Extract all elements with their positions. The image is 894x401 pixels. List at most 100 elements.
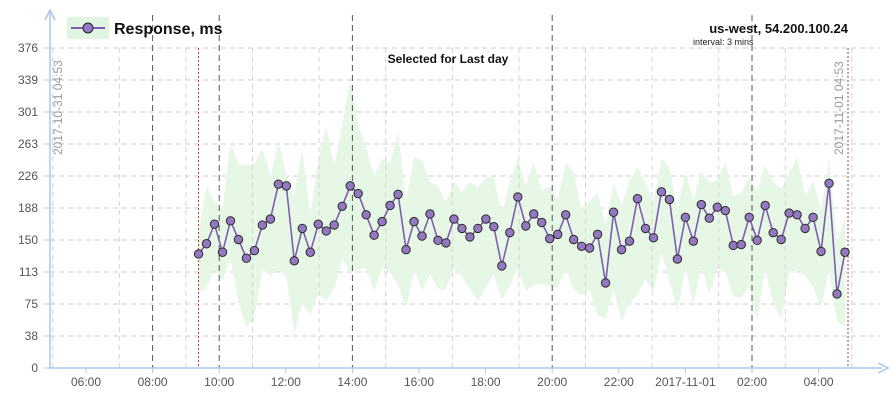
data-point[interactable] (449, 214, 459, 224)
data-point[interactable] (225, 216, 236, 226)
data-point[interactable] (393, 189, 403, 200)
data-point[interactable] (672, 254, 683, 264)
data-point[interactable] (193, 249, 204, 259)
data-point[interactable] (664, 194, 675, 205)
y-axis-arrow-icon (44, 8, 56, 21)
data-point[interactable] (552, 229, 563, 240)
data-point[interactable] (289, 256, 300, 266)
data-point[interactable] (497, 261, 507, 271)
data-point[interactable] (696, 199, 707, 210)
data-point[interactable] (377, 216, 387, 227)
data-point[interactable] (417, 231, 427, 241)
data-point[interactable] (209, 219, 220, 229)
data-point[interactable] (345, 181, 355, 191)
data-point[interactable] (465, 232, 475, 242)
data-point[interactable] (385, 200, 395, 211)
data-point[interactable] (784, 208, 794, 218)
data-point[interactable] (824, 178, 834, 189)
y-tick-label: 226 (18, 169, 38, 183)
x-axis-arrow-icon (877, 362, 890, 374)
data-point[interactable] (537, 217, 547, 228)
legend[interactable]: Response, ms (67, 17, 223, 39)
data-point[interactable] (489, 222, 499, 232)
data-point[interactable] (768, 227, 778, 238)
data-point[interactable] (728, 240, 738, 251)
data-point[interactable] (433, 235, 443, 246)
data-point[interactable] (425, 209, 435, 219)
x-tick-label: 04:00 (804, 375, 834, 389)
data-point[interactable] (521, 221, 531, 231)
range-start-label: 2017-10-31 04:53 (51, 60, 65, 155)
x-tick-label: 12:00 (271, 375, 301, 389)
data-point[interactable] (281, 181, 292, 191)
data-point[interactable] (776, 234, 786, 245)
data-point[interactable] (752, 235, 762, 246)
data-point[interactable] (369, 230, 379, 240)
data-point[interactable] (473, 223, 483, 234)
data-point[interactable] (640, 223, 651, 234)
data-point[interactable] (457, 223, 467, 234)
data-point[interactable] (736, 239, 746, 250)
data-point[interactable] (409, 216, 419, 227)
data-point[interactable] (584, 243, 595, 253)
data-point[interactable] (505, 227, 515, 238)
data-point[interactable] (840, 247, 850, 257)
y-tick-label: 38 (25, 329, 39, 343)
data-point[interactable] (792, 210, 802, 220)
data-point[interactable] (401, 245, 411, 255)
data-point[interactable] (712, 202, 723, 212)
data-point[interactable] (313, 219, 323, 229)
y-tick-label: 188 (18, 201, 38, 215)
data-point[interactable] (760, 200, 770, 211)
x-tick-label: 14:00 (337, 375, 367, 389)
data-point[interactable] (249, 245, 260, 256)
x-tick-label: 22:00 (604, 375, 634, 389)
data-point[interactable] (632, 193, 643, 204)
data-point[interactable] (592, 229, 603, 240)
data-point[interactable] (704, 213, 715, 223)
data-point[interactable] (688, 236, 699, 246)
data-point[interactable] (353, 188, 363, 199)
data-point[interactable] (576, 241, 587, 251)
data-point[interactable] (800, 223, 810, 234)
data-point[interactable] (608, 207, 619, 217)
data-point[interactable] (832, 289, 842, 299)
data-point[interactable] (329, 220, 339, 230)
x-tick-label: 20:00 (537, 375, 567, 389)
data-point[interactable] (217, 247, 228, 257)
data-point[interactable] (648, 233, 659, 243)
data-point[interactable] (545, 233, 555, 244)
data-point[interactable] (361, 210, 371, 220)
interval-label: interval: 3 mins (693, 37, 754, 47)
data-point[interactable] (624, 236, 635, 246)
data-point[interactable] (513, 192, 523, 202)
data-point[interactable] (265, 214, 276, 224)
data-point[interactable] (273, 179, 284, 189)
data-point[interactable] (568, 234, 579, 245)
response-range-band (198, 80, 846, 334)
data-point[interactable] (744, 212, 754, 223)
legend-label: Response, ms (114, 21, 223, 38)
data-point[interactable] (808, 212, 818, 223)
data-point[interactable] (560, 210, 571, 220)
y-tick-label: 113 (19, 265, 38, 279)
data-point[interactable] (201, 239, 212, 249)
data-point[interactable] (816, 246, 826, 257)
data-point[interactable] (337, 201, 347, 211)
data-point[interactable] (616, 245, 627, 255)
data-point[interactable] (529, 209, 539, 219)
data-point[interactable] (321, 226, 331, 236)
data-point[interactable] (233, 234, 244, 245)
data-point[interactable] (600, 278, 611, 288)
data-point[interactable] (257, 220, 268, 230)
data-point[interactable] (720, 205, 730, 216)
data-point[interactable] (305, 247, 315, 257)
data-point[interactable] (481, 214, 491, 224)
data-point[interactable] (680, 212, 691, 223)
data-point[interactable] (297, 223, 308, 234)
data-point[interactable] (656, 187, 667, 197)
data-point[interactable] (441, 238, 451, 248)
y-tick-label: 150 (18, 233, 38, 247)
data-point[interactable] (241, 253, 252, 263)
